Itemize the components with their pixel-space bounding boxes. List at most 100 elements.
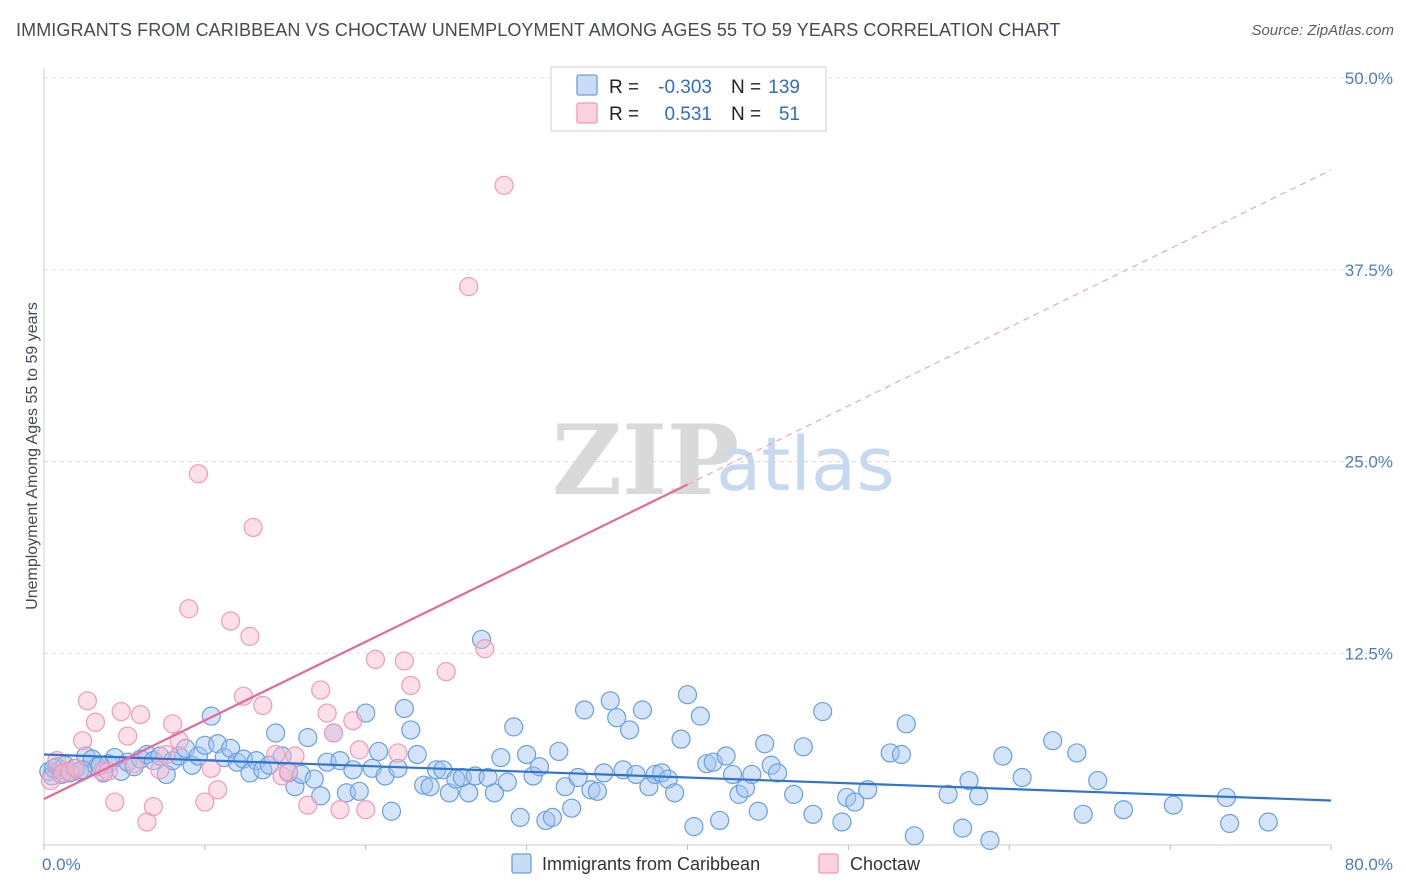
point-caribbean <box>266 723 286 743</box>
chart-title: IMMIGRANTS FROM CARIBBEAN VS CHOCTAW UNE… <box>16 20 1061 40</box>
point-caribbean <box>803 804 823 824</box>
point-choctaw <box>394 651 414 671</box>
point-caribbean <box>517 744 537 765</box>
point-caribbean <box>381 801 402 821</box>
point-choctaw <box>317 703 337 723</box>
point-caribbean <box>459 783 479 803</box>
point-caribbean <box>813 701 833 722</box>
point-caribbean <box>587 781 608 801</box>
x-axis-ticks <box>43 845 1332 850</box>
point-caribbean <box>671 729 691 749</box>
point-caribbean <box>639 777 659 797</box>
point-caribbean <box>904 826 924 846</box>
point-caribbean <box>1043 731 1063 751</box>
point-choctaw <box>163 714 183 734</box>
point-choctaw <box>105 792 125 812</box>
point-caribbean <box>784 784 804 804</box>
point-caribbean <box>761 755 781 775</box>
point-caribbean <box>549 741 569 762</box>
point-choctaw <box>311 680 331 700</box>
point-choctaw <box>475 639 495 659</box>
x-axis-tick-labels: 0.0% 80.0% <box>42 855 1393 874</box>
point-caribbean <box>969 786 989 806</box>
point-choctaw <box>143 797 163 817</box>
point-caribbean <box>555 777 575 797</box>
point-caribbean <box>491 747 511 768</box>
point-caribbean <box>690 706 710 726</box>
point-choctaw <box>401 675 421 696</box>
bottom-legend-label-choctaw: Choctaw <box>850 854 921 874</box>
x-tick-label: 80.0% <box>1345 855 1393 874</box>
point-choctaw <box>111 701 131 722</box>
series-choctaw-points <box>40 175 514 832</box>
point-caribbean <box>891 744 912 765</box>
point-caribbean <box>1073 804 1093 824</box>
point-caribbean <box>767 763 788 783</box>
point-choctaw <box>169 731 189 751</box>
point-caribbean <box>581 780 601 800</box>
watermark-atlas: atlas <box>716 422 895 508</box>
legend-swatch-caribbean <box>576 74 598 96</box>
point-caribbean <box>394 698 414 719</box>
point-choctaw <box>208 780 228 800</box>
point-choctaw <box>85 712 106 732</box>
point-caribbean <box>684 816 704 837</box>
point-caribbean <box>1163 795 1183 815</box>
point-choctaw <box>179 599 199 619</box>
legend-r-label-caribbean: R = <box>609 77 639 98</box>
point-caribbean <box>952 818 973 838</box>
point-caribbean <box>311 786 331 806</box>
point-caribbean <box>697 754 717 774</box>
point-caribbean <box>259 755 279 775</box>
point-choctaw <box>188 464 209 484</box>
point-caribbean <box>722 764 743 785</box>
legend-r-value-choctaw: 0.531 <box>664 104 712 125</box>
point-caribbean <box>369 741 389 762</box>
point-caribbean <box>150 746 170 766</box>
point-caribbean <box>1220 813 1240 834</box>
point-caribbean <box>298 728 318 748</box>
point-choctaw <box>130 705 151 725</box>
gridlines <box>44 77 1371 654</box>
point-choctaw <box>285 746 305 766</box>
y-axis-tick-labels: 12.5% 25.0% 37.5% 50.0% <box>1345 69 1393 663</box>
point-choctaw <box>266 744 286 765</box>
correlation-legend: R = -0.303 N = 139 R = 0.531 N = 51 <box>550 66 827 132</box>
point-choctaw <box>330 800 350 820</box>
point-choctaw <box>66 758 86 778</box>
point-caribbean <box>832 812 852 832</box>
trendline-choctaw <box>43 483 688 800</box>
point-caribbean <box>562 798 582 818</box>
point-caribbean <box>542 807 562 827</box>
legend-n-label-caribbean: N = <box>731 77 761 98</box>
point-caribbean <box>510 807 530 827</box>
source-label: Source: ZipAtlas.com <box>1251 22 1394 39</box>
point-caribbean <box>1088 770 1108 791</box>
point-caribbean <box>497 772 517 792</box>
point-caribbean <box>1067 743 1087 763</box>
point-caribbean <box>407 744 427 765</box>
point-caribbean <box>1258 812 1278 832</box>
point-choctaw <box>356 800 376 820</box>
point-choctaw <box>156 744 176 765</box>
bottom-legend-swatch-caribbean <box>511 853 532 874</box>
point-choctaw <box>195 792 215 812</box>
point-choctaw <box>77 691 98 711</box>
point-caribbean <box>484 783 505 803</box>
point-choctaw <box>118 726 138 746</box>
watermark: ZIP atlas <box>552 404 895 517</box>
point-caribbean <box>677 685 698 705</box>
point-caribbean <box>1113 800 1134 820</box>
point-caribbean <box>304 769 324 789</box>
point-caribbean <box>600 691 620 711</box>
point-choctaw <box>298 795 318 815</box>
point-caribbean <box>938 784 958 804</box>
point-caribbean <box>665 783 685 803</box>
legend-r-label-choctaw: R = <box>609 104 639 125</box>
legend-n-value-caribbean: 139 <box>768 77 800 98</box>
point-choctaw <box>459 277 479 297</box>
point-choctaw <box>73 731 93 751</box>
x-tick-label: 0.0% <box>42 855 81 874</box>
y-axis-label: Unemployment Among Ages 55 to 59 years <box>24 302 41 610</box>
